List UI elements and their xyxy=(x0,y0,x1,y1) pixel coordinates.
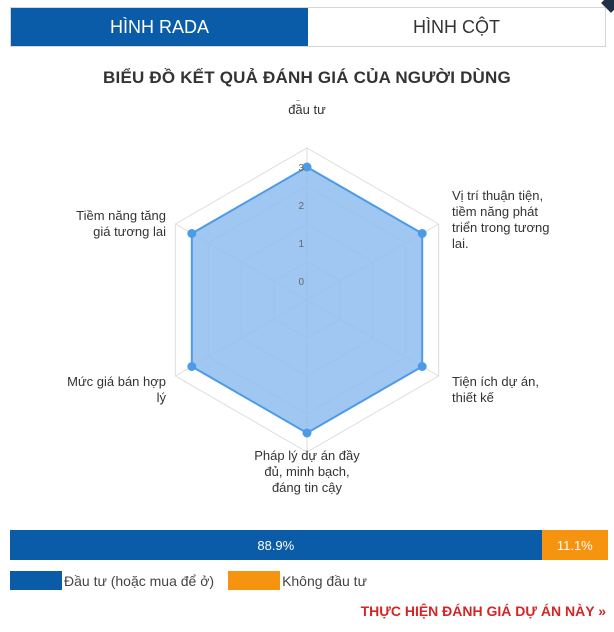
tab-column[interactable]: HÌNH CỘT xyxy=(308,8,605,46)
axis-label: Pháp lý dự án đầy đủ, minh bạch, đáng tin … xyxy=(254,448,360,495)
tick-label: 0 xyxy=(298,277,304,288)
data-point[interactable] xyxy=(302,162,312,172)
axis-label: Tiềm lực tàichính, uy tín vàthương hiệu … xyxy=(259,100,354,117)
tick-label: 3 xyxy=(298,163,304,174)
legend-label-not-invest: Không đầu tư xyxy=(282,572,367,589)
tab-radar[interactable]: HÌNH RADA xyxy=(11,8,308,46)
tick-label: 2 xyxy=(298,201,304,212)
axis-label: Mức giá bán hợp lý xyxy=(67,374,166,405)
chart-type-tabs: HÌNH RADA HÌNH CỘT xyxy=(10,7,606,47)
data-point[interactable] xyxy=(302,428,312,438)
axis-label: Vị trí thuận tiện, tiềm năng phát triển tr… xyxy=(452,188,549,251)
not-invest-segment: 11.1% xyxy=(541,530,608,560)
decision-bar: 88.9% 11.1% xyxy=(10,530,608,560)
legend: Đầu tư (hoặc mua để ở) Không đầu tư xyxy=(10,571,367,590)
axis-label: Tiện ích dự án, thiết kế xyxy=(452,374,539,405)
radar-chart: 0 1 2 3 Tiềm lực tàichính, uy tín vàthương h… xyxy=(67,100,549,495)
legend-swatch-not-invest xyxy=(228,571,281,590)
tick-label: 1 xyxy=(298,239,304,250)
series-area xyxy=(190,165,424,435)
chart-title: BIỂU ĐỒ KẾT QUẢ ĐÁNH GIÁ CỦA NGƯỜI DÙNG xyxy=(103,68,511,87)
legend-label-invest: Đầu tư (hoặc mua để ở) xyxy=(64,572,215,589)
data-point[interactable] xyxy=(187,229,197,238)
legend-swatch-invest xyxy=(10,571,62,590)
data-point[interactable] xyxy=(417,229,427,238)
evaluate-project-link[interactable]: THỰC HIỆN ĐÁNH GIÁ DỰ ÁN NÀY » xyxy=(360,603,606,619)
invest-segment: 88.9% xyxy=(10,530,542,560)
axis-label: Tiềm năng tăng giá tương lai xyxy=(76,208,166,239)
data-point[interactable] xyxy=(187,362,197,371)
data-point[interactable] xyxy=(417,362,427,371)
